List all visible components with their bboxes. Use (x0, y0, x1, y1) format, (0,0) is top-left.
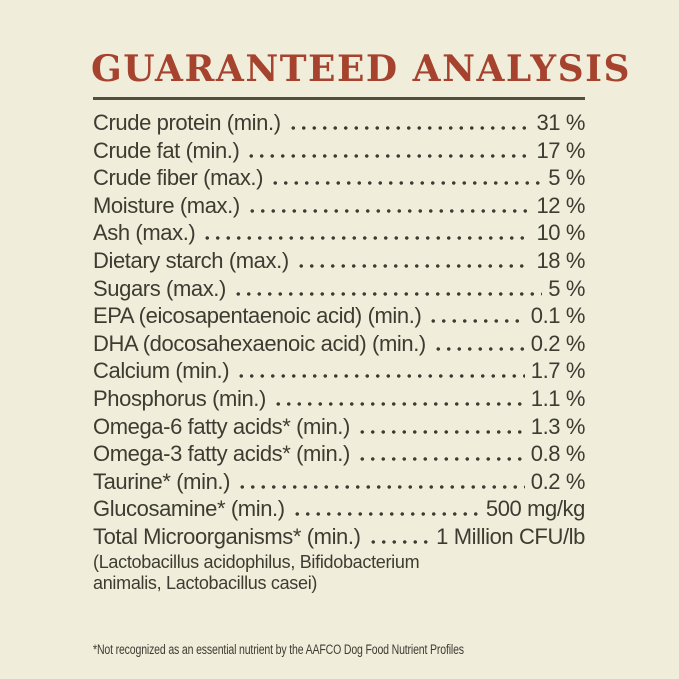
dot-leader (287, 114, 531, 130)
nutrient-label: Sugars (max.) (93, 275, 226, 301)
nutrient-label: Total Microorganisms* (min.) (93, 523, 361, 549)
nutrient-value: 18 % (536, 247, 585, 273)
dot-leader (272, 389, 525, 406)
dot-leader (428, 307, 525, 324)
nutrient-label: Omega-6 fatty acids* (min.) (93, 413, 350, 439)
dot-leader (356, 417, 525, 434)
nutrient-value: 0.2 % (530, 330, 586, 356)
nutrient-value: 31 % (536, 110, 585, 135)
aafco-footnote: *Not recognized as an essential nutrient… (93, 642, 464, 657)
nutrient-value: 0.8 % (530, 441, 586, 467)
analysis-row: Sugars (max.) 5 % (93, 276, 585, 304)
microorganisms-note: (Lactobacillus acidophilus, Bifidobacter… (93, 552, 420, 593)
nutrient-label: Crude fat (min.) (93, 137, 240, 163)
dot-leader (246, 141, 531, 158)
nutrient-value: 5 % (548, 275, 585, 301)
nutrient-label: DHA (docosahexaenoic acid) (min.) (93, 330, 426, 356)
dot-leader (432, 334, 525, 351)
dot-leader (270, 169, 543, 186)
analysis-row: Calcium (min.) 1.7 % (93, 358, 585, 386)
nutrient-value: 10 % (536, 220, 585, 246)
nutrient-value: 0.1 % (530, 303, 586, 329)
analysis-row: EPA (eicosapentaenoic acid) (min.) 0.1 % (93, 303, 585, 331)
nutrient-label: Dietary starch (max.) (93, 247, 289, 273)
nutrient-value: 1.7 % (530, 358, 586, 384)
analysis-row: Total Microorganisms* (min.) 1 Million CF… (93, 524, 585, 552)
nutrient-label: Crude fiber (max.) (93, 165, 264, 191)
nutrient-value: 1.3 % (530, 413, 586, 439)
analysis-row: Crude fat (min.) 17 % (93, 138, 585, 166)
dot-leader (356, 445, 525, 462)
section-title: GUARANTEED ANALYSIS (91, 48, 631, 90)
dot-leader (295, 251, 531, 268)
nutrient-value: 5 % (548, 165, 585, 191)
dot-leader (291, 500, 480, 517)
analysis-row: Crude protein (min.) 31 % (93, 110, 585, 138)
nutrient-label: Omega-3 fatty acids* (min.) (93, 441, 350, 467)
analysis-row: Omega-3 fatty acids* (min.) 0.8 % (93, 441, 585, 469)
nutrient-value: 0.2 % (530, 468, 586, 494)
dot-leader (246, 196, 531, 213)
nutrient-label: Glucosamine* (min.) (93, 496, 285, 522)
dot-leader (367, 527, 431, 544)
analysis-row: Dietary starch (max.) 18 % (93, 248, 585, 276)
dot-leader (236, 362, 525, 379)
analysis-row: Crude fiber (max.) 5 % (93, 165, 585, 193)
analysis-row: DHA (docosahexaenoic acid) (min.) 0.2 % (93, 331, 585, 359)
nutrient-label: Ash (max.) (93, 220, 196, 246)
nutrient-label: Moisture (max.) (93, 192, 240, 218)
nutrient-value: 1 Million CFU/lb (436, 523, 585, 549)
nutrient-value: 17 % (536, 137, 585, 163)
nutrient-label: EPA (eicosapentaenoic acid) (min.) (93, 303, 422, 329)
analysis-table: Crude protein (min.) 31 % Crude fat (min.)… (93, 110, 585, 552)
nutrient-label: Crude protein (min.) (93, 110, 281, 135)
nutrient-label: Calcium (min.) (93, 358, 230, 384)
nutrient-label: Phosphorus (min.) (93, 385, 266, 411)
analysis-row: Glucosamine* (min.) 500 mg/kg (93, 496, 585, 524)
analysis-row: Taurine* (min.) 0.2 % (93, 469, 585, 497)
dot-leader (232, 279, 543, 296)
analysis-row: Omega-6 fatty acids* (min.) 1.3 % (93, 414, 585, 442)
analysis-row: Moisture (max.) 12 % (93, 193, 585, 221)
analysis-row: Phosphorus (min.) 1.1 % (93, 386, 585, 414)
nutrient-value: 500 mg/kg (485, 496, 586, 522)
nutrient-value: 1.1 % (530, 385, 586, 411)
dot-leader (202, 224, 531, 241)
title-underline (93, 97, 585, 100)
analysis-row: Ash (max.) 10 % (93, 220, 585, 248)
nutrient-label: Taurine* (min.) (93, 468, 231, 494)
dot-leader (237, 472, 525, 489)
nutrient-value: 12 % (536, 192, 585, 218)
